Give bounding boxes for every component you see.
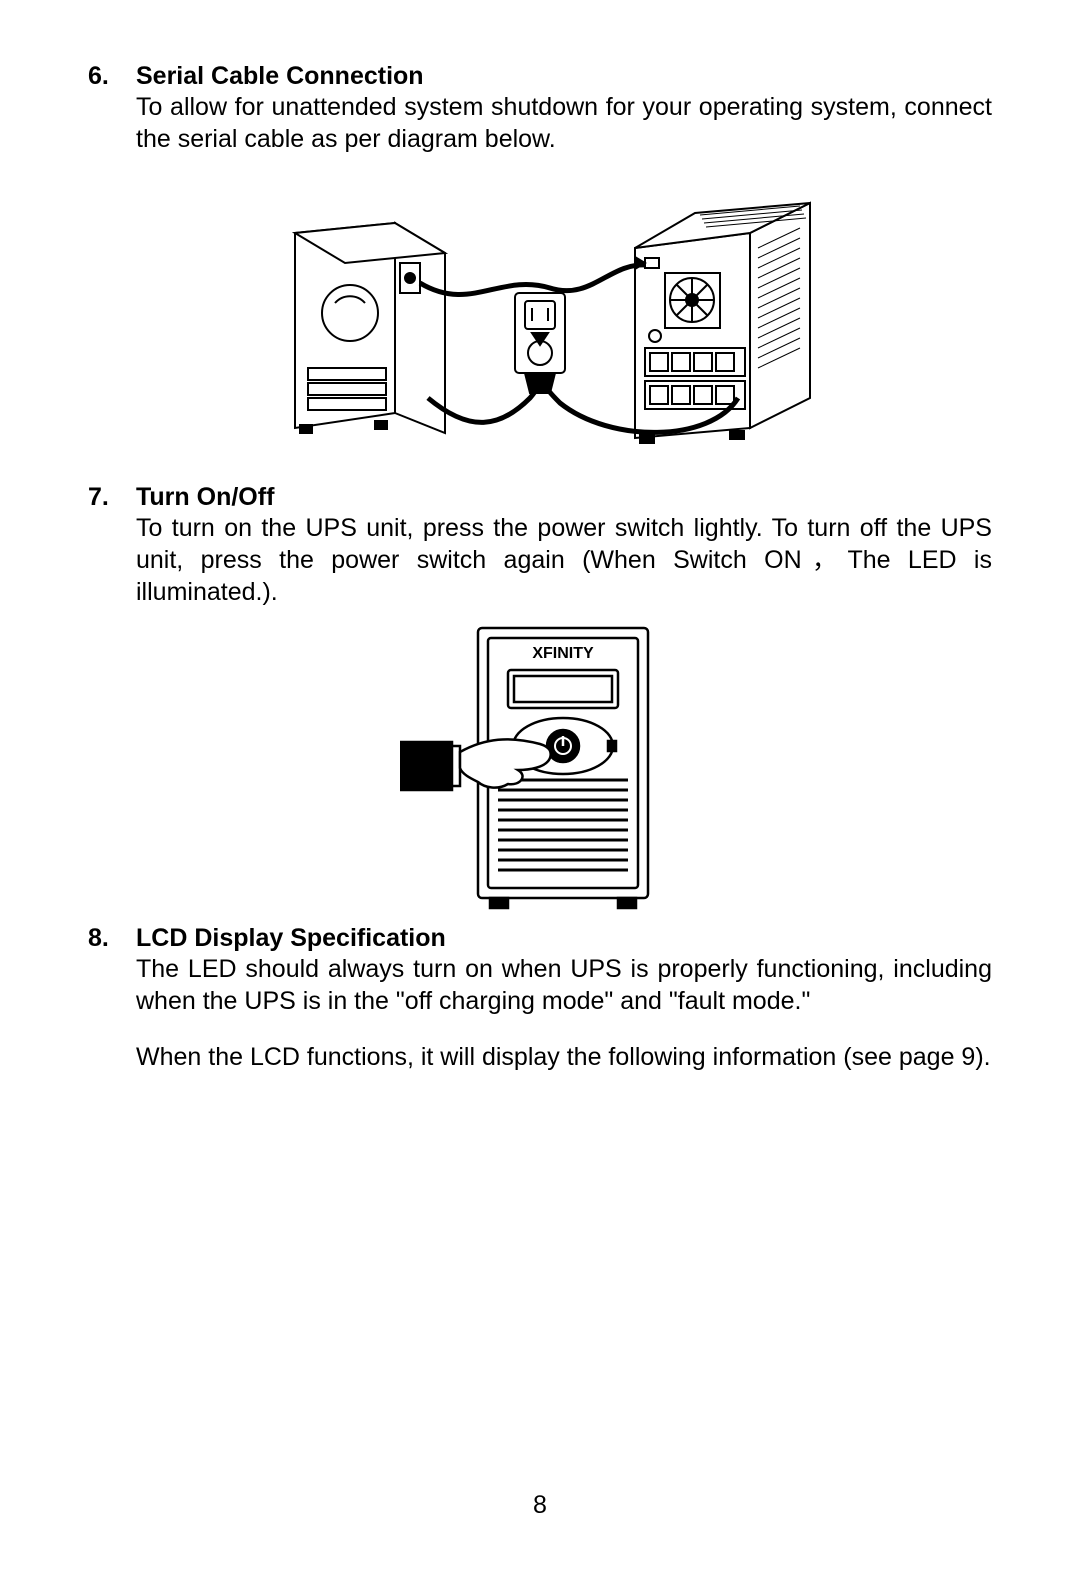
section-6-title: Serial Cable Connection bbox=[136, 62, 424, 91]
diagram-power-button: XFINITY bbox=[88, 618, 992, 918]
section-7-number: 7. bbox=[88, 483, 136, 512]
section-7-title: Turn On/Off bbox=[136, 483, 274, 512]
section-8-number: 8. bbox=[88, 924, 136, 953]
section-8-body1: The LED should always turn on when UPS i… bbox=[136, 953, 992, 1017]
pc-tower-icon bbox=[295, 223, 445, 433]
section-7-body: To turn on the UPS unit, press the power… bbox=[136, 512, 992, 608]
section-7: 7. Turn On/Off To turn on the UPS unit, … bbox=[88, 483, 992, 608]
serial-cable-illustration bbox=[240, 173, 840, 473]
ups-front-illustration: XFINITY bbox=[400, 618, 680, 918]
page-number: 8 bbox=[0, 1491, 1080, 1520]
section-6-number: 6. bbox=[88, 62, 136, 91]
section-8-body2: When the LCD functions, it will display … bbox=[136, 1041, 992, 1073]
brand-label: XFINITY bbox=[532, 645, 594, 662]
ups-rear-icon bbox=[635, 203, 810, 443]
section-7-heading: 7. Turn On/Off bbox=[88, 483, 992, 512]
section-8-heading: 8. LCD Display Specification bbox=[88, 924, 992, 953]
section-8: 8. LCD Display Specification The LED sho… bbox=[88, 924, 992, 1073]
diagram-serial-cable bbox=[88, 173, 992, 473]
section-8-title: LCD Display Specification bbox=[136, 924, 446, 953]
section-6: 6. Serial Cable Connection To allow for … bbox=[88, 62, 992, 155]
section-6-body: To allow for unattended system shutdown … bbox=[136, 91, 992, 155]
section-6-heading: 6. Serial Cable Connection bbox=[88, 62, 992, 91]
